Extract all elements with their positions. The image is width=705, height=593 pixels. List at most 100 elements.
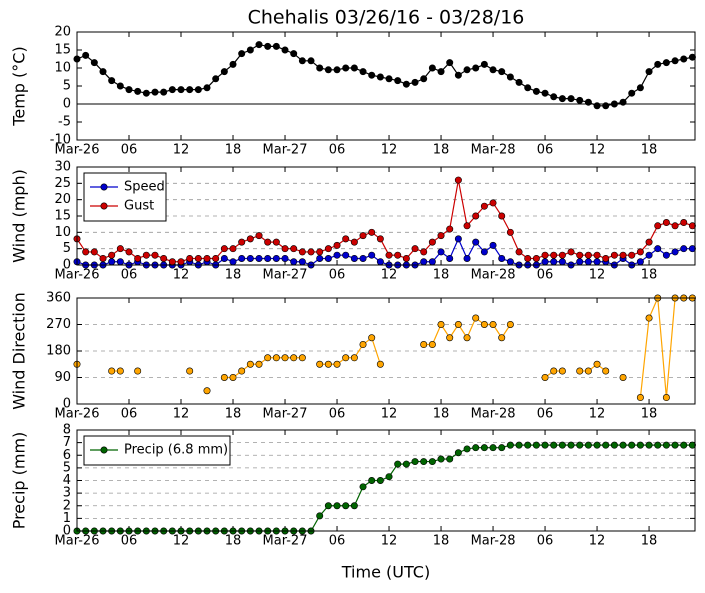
x-tick-label: Mar-27 <box>263 143 308 158</box>
x-tick-label: Mar-28 <box>471 143 516 158</box>
data-point <box>489 66 497 74</box>
y-axis-label: Precip (mm) <box>10 432 29 530</box>
y-tick-label: 0 <box>63 397 71 412</box>
data-point <box>177 86 185 94</box>
data-point <box>498 68 506 76</box>
data-point <box>454 176 462 184</box>
x-tick-label: 12 <box>589 534 606 549</box>
data-point <box>576 96 584 104</box>
data-point <box>368 228 376 236</box>
data-point <box>246 360 254 368</box>
data-point <box>212 254 220 262</box>
x-tick-label: 06 <box>329 268 346 283</box>
data-point <box>142 251 150 259</box>
data-point <box>576 441 584 449</box>
data-point <box>584 367 592 375</box>
legend-marker <box>100 183 108 191</box>
data-point <box>463 254 471 262</box>
x-tick-label: 12 <box>381 268 398 283</box>
y-tick-label: 25 <box>54 176 71 191</box>
x-tick-label: 06 <box>537 407 554 422</box>
x-tick-label: 18 <box>641 534 658 549</box>
data-point <box>203 84 211 92</box>
x-tick-label: 18 <box>433 407 450 422</box>
data-point <box>108 367 116 375</box>
data-point <box>506 73 514 81</box>
data-point <box>255 232 263 240</box>
data-point <box>472 238 480 246</box>
x-tick-label: 06 <box>121 534 138 549</box>
data-point <box>428 341 436 349</box>
data-point <box>680 441 688 449</box>
data-point <box>454 71 462 79</box>
data-point <box>290 50 298 58</box>
data-point <box>350 238 358 246</box>
data-point <box>602 254 610 262</box>
x-tick-label: Mar-26 <box>55 407 100 422</box>
x-tick-label: 18 <box>433 534 450 549</box>
plot-frame <box>76 31 696 141</box>
data-point <box>229 373 237 381</box>
data-point <box>498 334 506 342</box>
y-tick-label: 90 <box>54 370 71 385</box>
data-point <box>220 373 228 381</box>
x-tick-label: 12 <box>589 407 606 422</box>
data-point <box>654 60 662 68</box>
data-point <box>628 441 636 449</box>
chart-title: Chehalis 03/26/16 - 03/28/16 <box>248 7 525 29</box>
y-tick-label: 5 <box>63 241 71 256</box>
data-point <box>411 458 419 466</box>
y-tick-label: 10 <box>54 61 71 76</box>
data-point <box>437 248 445 256</box>
legend-marker <box>100 202 108 210</box>
y-tick-label: 180 <box>46 344 71 359</box>
x-tick-label: 18 <box>641 407 658 422</box>
x-tick-label: 12 <box>589 268 606 283</box>
x-tick-label: 12 <box>589 143 606 158</box>
data-point <box>324 502 332 510</box>
data-point <box>90 248 98 256</box>
data-point <box>428 64 436 72</box>
data-point <box>368 251 376 259</box>
data-point <box>108 251 116 259</box>
data-point <box>342 354 350 362</box>
x-tick-label: Mar-26 <box>55 534 100 549</box>
data-point <box>82 248 90 256</box>
data-point <box>394 251 402 259</box>
data-point <box>99 68 107 76</box>
data-point <box>558 258 566 266</box>
data-point <box>593 360 601 368</box>
data-point <box>662 251 670 259</box>
data-point <box>628 89 636 97</box>
data-point <box>394 77 402 85</box>
data-point <box>168 258 176 266</box>
data-point <box>567 248 575 256</box>
data-point <box>385 473 393 481</box>
data-point <box>602 367 610 375</box>
data-point <box>645 251 653 259</box>
data-point <box>472 444 480 452</box>
data-point <box>246 46 254 54</box>
data-point <box>108 258 116 266</box>
data-point <box>359 341 367 349</box>
x-tick-label: 06 <box>121 143 138 158</box>
data-point <box>281 254 289 262</box>
y-tick-label: 20 <box>54 25 71 40</box>
data-point <box>688 222 696 230</box>
data-point <box>298 354 306 362</box>
y-axis-label: Wind (mph) <box>10 169 29 263</box>
x-tick-label: Mar-28 <box>471 407 516 422</box>
legend-marker <box>100 446 108 454</box>
y-tick-label: 10 <box>54 225 71 240</box>
data-point <box>333 66 341 74</box>
data-point <box>584 251 592 259</box>
data-point <box>108 77 116 85</box>
data-point <box>333 502 341 510</box>
data-point <box>671 441 679 449</box>
data-point <box>437 455 445 463</box>
x-tick-label: Mar-28 <box>471 268 516 283</box>
data-point <box>342 251 350 259</box>
legend-box <box>83 172 167 222</box>
y-tick-label: 1 <box>63 511 71 526</box>
data-point <box>645 441 653 449</box>
